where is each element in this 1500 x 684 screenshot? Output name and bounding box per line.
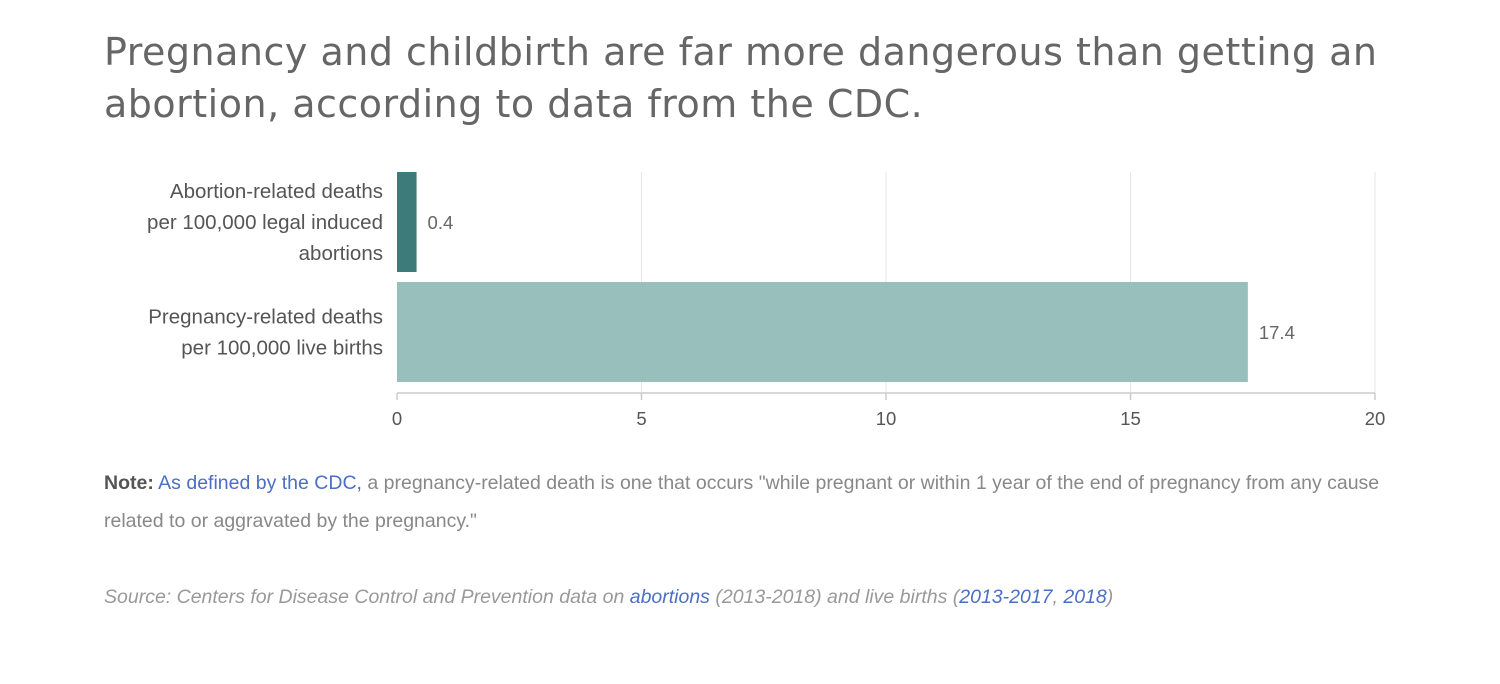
chart-title: Pregnancy and childbirth are far more da… [104,30,1378,126]
data-label-0: 0.4 [428,212,454,233]
bar-1 [397,282,1248,382]
note-label: Note: [104,472,154,494]
category-label-line: per 100,000 live births [181,337,383,360]
category-label-line: Abortion-related deaths [170,180,383,203]
x-tick-label-15: 15 [1120,408,1141,429]
category-label-1: Pregnancy-related deaths per 100,000 live… [148,306,383,360]
category-label-line: Pregnancy-related deaths [148,306,383,329]
category-label-line: abortions [299,242,383,265]
source-separator: , [1052,586,1064,608]
cdc-definition-link[interactable]: As defined by the CDC, [158,472,362,494]
category-label-0: Abortion-related deaths per 100,000 legal… [147,180,383,265]
source-suffix: ) [1106,586,1114,608]
source-prefix: Source: Centers for Disease Control and … [104,586,630,608]
x-tick-label-20: 20 [1365,408,1386,429]
bar-chart: 0 5 10 15 20 0.4 Abortion-related deaths per 10… [147,172,1386,429]
note: Note: As defined by the CDC, a pregnancy… [104,464,1399,540]
data-label-1: 17.4 [1259,322,1295,343]
x-tick-label-5: 5 [636,408,646,429]
category-label-line: per 100,000 legal induced [147,211,383,234]
x-tick-label-10: 10 [876,408,897,429]
bar-0 [397,172,417,272]
live-births-2013-2017-link[interactable]: 2013-2017 [959,586,1053,608]
source: Source: Centers for Disease Control and … [104,583,1404,611]
note-text: a pregnancy-related death is one that oc… [104,472,1380,532]
x-tick-label-0: 0 [392,408,402,429]
live-births-2018-link[interactable]: 2018 [1063,586,1107,608]
abortions-link[interactable]: abortions [629,586,710,608]
source-middle: (2013-2018) and live births ( [709,586,960,608]
